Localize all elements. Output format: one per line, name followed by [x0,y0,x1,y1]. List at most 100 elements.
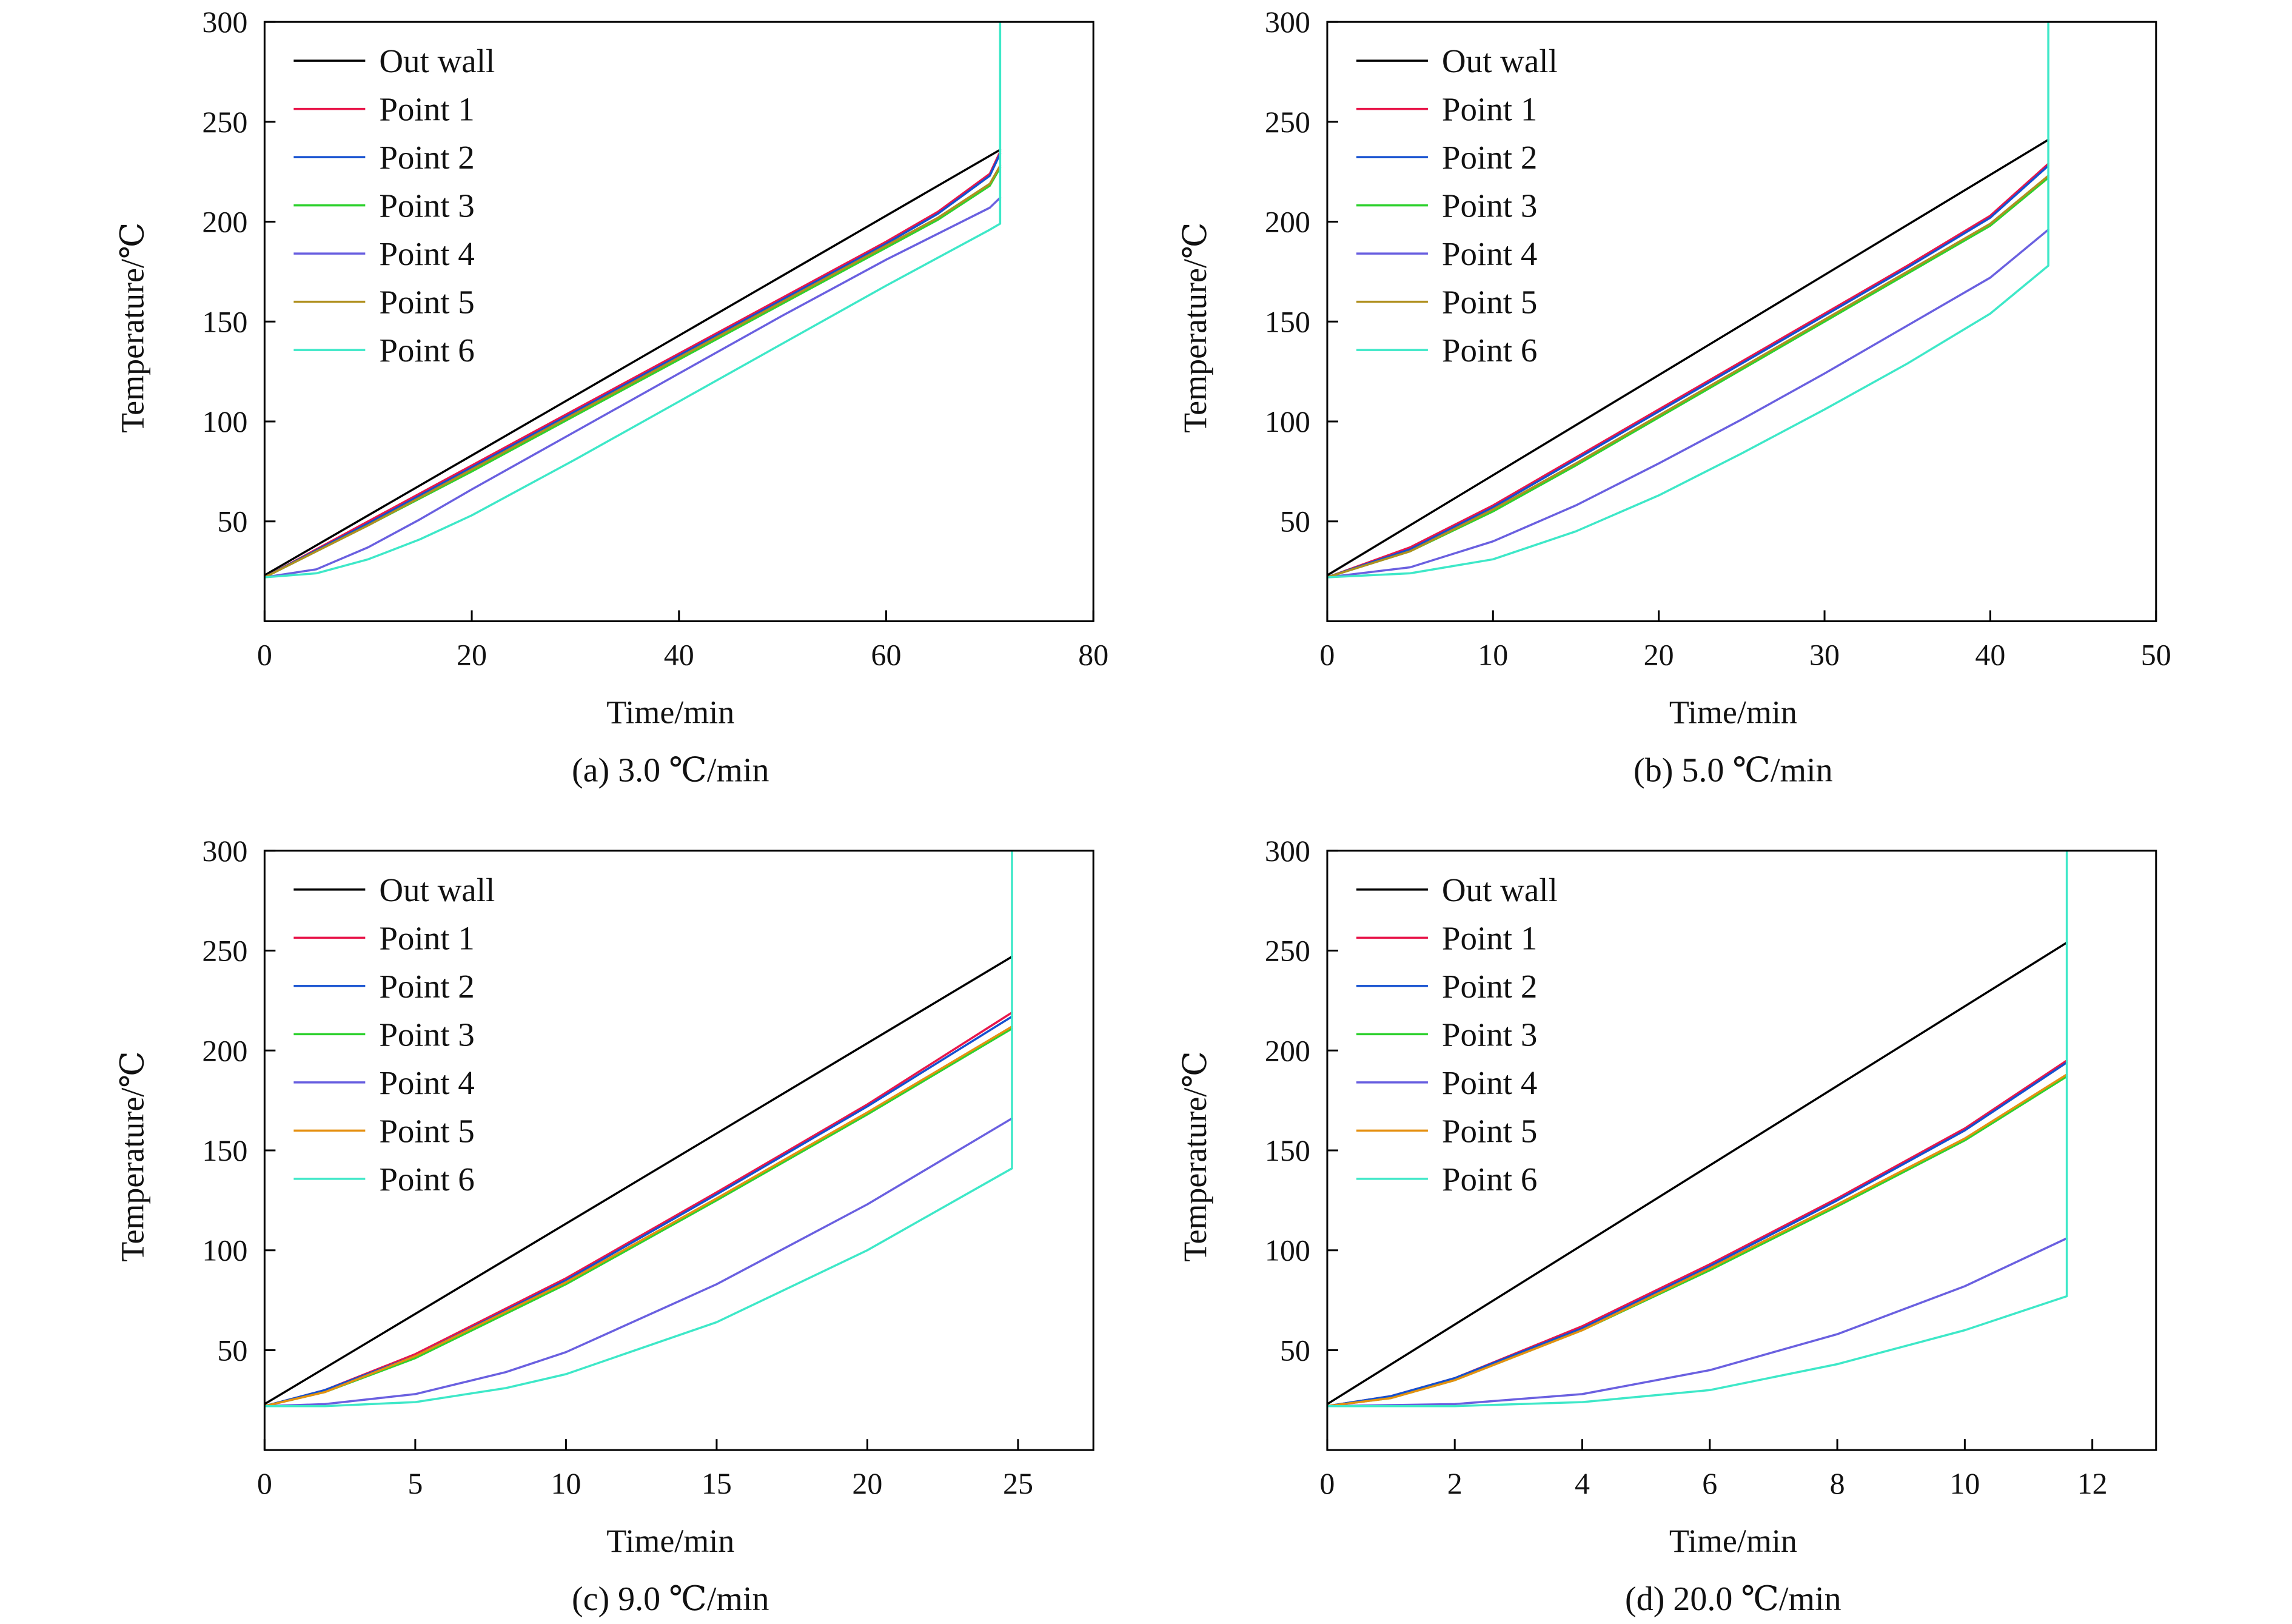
legend-label: Point 1 [379,91,474,128]
chart-panel-1: 0 20 40 60 80 50 100 150 200 250 300 Time/min Temper… [114,5,1108,789]
panel-caption: (d) 20.0 ℃/min [1625,1580,1841,1618]
series-line-point-6 [1327,850,2068,1408]
series-line-out-wall [264,955,1013,1406]
y-tick-label: 150 [202,304,247,338]
legend-label: Point 5 [379,284,474,321]
y-tick-label: 250 [202,105,247,139]
legend-label: Out wall [379,42,495,79]
legend-label: Point 1 [1442,919,1537,956]
x-tick-label: 0 [257,1466,272,1500]
legend-label: Point 4 [379,1064,474,1101]
x-tick-label: 2 [1447,1466,1463,1500]
legend: Out wall Point 1 Point 2 Point 3 Point 4 Poin… [1356,42,1558,369]
x-tick-label: 40 [664,637,694,671]
x-tick-label: 20 [852,1466,882,1500]
x-axis-label: Time/min [1669,694,1797,730]
legend-label: Out wall [1442,42,1558,79]
legend-label: Point 4 [1442,1064,1537,1101]
legend-label: Point 5 [1442,1112,1537,1149]
series-line-point-6 [1327,22,2049,579]
legend: Out wall Point 1 Point 2 Point 3 Point 4 Poin… [293,42,495,369]
series-line-point-5 [264,164,1002,579]
series-line-point-1 [264,150,1002,579]
y-tick-label: 100 [1265,1233,1310,1267]
series-line-point-4 [264,196,1002,579]
x-tick-label: 60 [871,637,901,671]
x-tick-label: 25 [1003,1466,1033,1500]
series-line-point-4 [1327,1237,2068,1408]
legend-label: Point 1 [379,919,474,956]
legend-label: Out wall [1442,871,1558,908]
y-tick-label: 50 [1280,505,1310,539]
y-tick-label: 250 [1265,105,1310,139]
x-tick-label: 0 [1319,637,1335,671]
series-line-out-wall [1327,941,2068,1406]
y-axis-label: Temperature/℃ [114,223,150,433]
x-tick-label: 20 [1644,637,1674,671]
y-tick-label: 100 [202,1233,247,1267]
series-group [264,850,1013,1408]
x-tick-label: 15 [702,1466,732,1500]
panel-caption: (c) 9.0 ℃/min [572,1580,769,1618]
x-tick-label: 12 [2077,1466,2108,1500]
x-tick-label: 10 [1478,637,1508,671]
legend-label: Point 3 [379,187,474,224]
series-line-out-wall [1327,138,2049,577]
panel-caption: (a) 3.0 ℃/min [572,751,769,789]
series-line-point-2 [1327,164,2049,579]
y-tick-label: 50 [217,505,247,539]
legend-label: Point 6 [1442,1161,1537,1198]
x-tick-label: 30 [1809,637,1840,671]
y-tick-label: 150 [1265,1133,1310,1167]
x-tick-label: 0 [1319,1466,1335,1500]
y-tick-label: 100 [202,404,247,438]
y-axis-label: Temperature/℃ [114,1051,150,1261]
x-tick-label: 6 [1702,1466,1717,1500]
legend-label: Point 3 [379,1016,474,1053]
x-tick-label: 40 [1975,637,2005,671]
series-line-point-6 [264,22,1002,579]
x-axis-label: Time/min [606,694,734,730]
y-tick-label: 250 [202,934,247,968]
y-tick-label: 50 [217,1333,247,1367]
y-axis-label: Temperature/℃ [1177,1051,1213,1261]
legend: Out wall Point 1 Point 2 Point 3 Point 4 Poin… [1356,871,1558,1198]
chart-panel-2: 0 10 20 30 40 50 50 100 150 200 250 300 Time/min Temp… [1177,5,2171,789]
series-line-point-5 [1327,1073,2068,1408]
legend-label: Point 2 [1442,968,1537,1005]
series-line-point-1 [1327,163,2049,579]
legend-label: Point 3 [1442,1016,1537,1053]
y-tick-label: 200 [202,205,247,239]
legend: Out wall Point 1 Point 2 Point 3 Point 4 Poin… [293,871,495,1198]
x-axis-label: Time/min [1669,1523,1797,1559]
y-tick-label: 200 [1265,1033,1310,1067]
legend-label: Out wall [379,871,495,908]
legend-label: Point 2 [379,139,474,176]
x-tick-label: 10 [551,1466,581,1500]
chart-panel-4: 0 2 4 6 8 10 12 50 100 150 200 250 300 Time/min Temper… [1177,834,2157,1618]
legend-label: Point 6 [379,332,474,369]
series-line-point-6 [264,850,1013,1408]
legend-label: Point 4 [1442,235,1537,272]
series-group [264,22,1002,579]
series-group [1327,850,2068,1408]
y-tick-label: 100 [1265,404,1310,438]
y-tick-label: 50 [1280,1333,1310,1367]
legend-label: Point 5 [1442,284,1537,321]
x-tick-label: 20 [457,637,487,671]
series-line-point-2 [1327,1061,2068,1408]
y-tick-label: 300 [1265,834,1310,868]
x-tick-label: 8 [1830,1466,1845,1500]
legend-label: Point 4 [379,235,474,272]
y-tick-label: 200 [1265,205,1310,239]
y-tick-label: 150 [202,1133,247,1167]
x-axis-label: Time/min [606,1523,734,1559]
series-group [1327,22,2049,579]
legend-label: Point 2 [379,968,474,1005]
x-tick-label: 80 [1078,637,1108,671]
x-tick-label: 5 [407,1466,423,1500]
series-line-point-4 [1327,229,2049,579]
y-tick-label: 200 [202,1033,247,1067]
series-line-out-wall [264,149,1002,577]
